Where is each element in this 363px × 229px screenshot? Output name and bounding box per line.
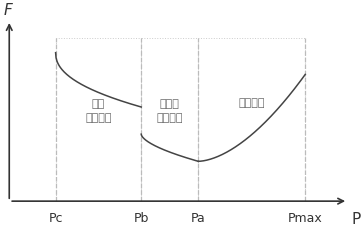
Text: 不投油
深度调峰: 不投油 深度调峰 [156,99,183,123]
Bar [141,38,198,201]
Text: P: P [352,212,361,227]
Text: Pmax: Pmax [288,212,323,225]
Bar [198,38,305,201]
Text: 投油
深度调峰: 投油 深度调峰 [85,99,112,123]
Text: F: F [3,3,12,18]
Text: Pa: Pa [191,212,205,225]
Text: Pc: Pc [48,212,63,225]
Bar [56,38,141,201]
Text: Pb: Pb [134,212,149,225]
Text: 常规调峰: 常规调峰 [238,98,265,108]
